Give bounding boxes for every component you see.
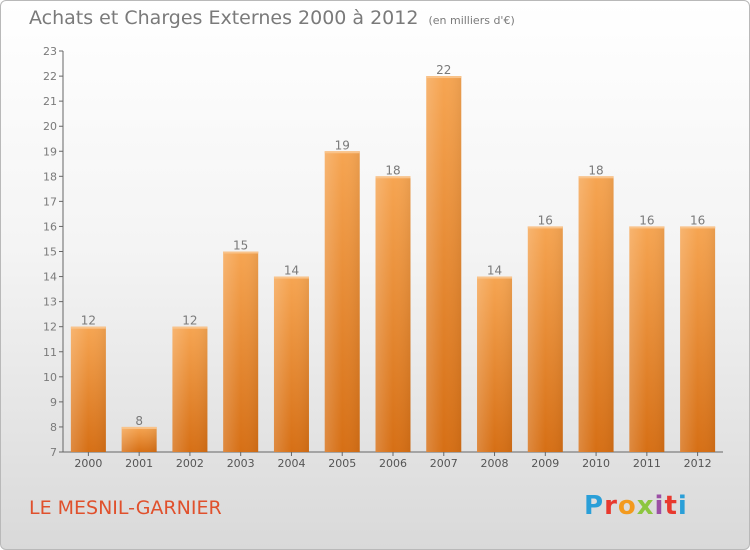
value-label: 15	[233, 239, 248, 253]
value-label: 19	[335, 138, 350, 152]
bar-shine	[477, 276, 513, 452]
bar-top-edge	[629, 226, 665, 229]
proxiti-logo: Proxiti	[584, 491, 688, 521]
x-tick-label: 2004	[277, 457, 305, 470]
bar-top-edge	[426, 76, 462, 79]
y-tick-label: 15	[43, 246, 57, 259]
x-tick-label: 2011	[633, 457, 661, 470]
y-tick-label: 22	[43, 70, 57, 83]
x-tick-label: 2005	[328, 457, 356, 470]
y-tick-label: 18	[43, 170, 57, 183]
value-label: 16	[639, 213, 654, 227]
chart-title: Achats et Charges Externes 2000 à 2012 (e…	[29, 7, 515, 29]
y-tick-label: 20	[43, 120, 57, 133]
chart-unit: (en milliers d'€)	[428, 14, 515, 27]
x-tick-label: 2001	[125, 457, 153, 470]
bar-top-edge	[375, 176, 411, 179]
value-label: 18	[385, 163, 400, 177]
bar-shine	[324, 151, 360, 452]
bar-top-edge	[477, 276, 513, 279]
value-label: 18	[588, 163, 603, 177]
x-tick-label: 2003	[227, 457, 255, 470]
value-label: 12	[81, 314, 96, 328]
y-tick-label: 10	[43, 371, 57, 384]
bar-shine	[680, 226, 716, 452]
bar-top-edge	[273, 276, 309, 279]
bar-top-edge	[527, 226, 563, 229]
y-tick-label: 19	[43, 145, 57, 158]
bar-shine	[121, 426, 157, 452]
y-tick-label: 17	[43, 195, 57, 208]
bar-shine	[70, 326, 106, 452]
x-tick-label: 2009	[531, 457, 559, 470]
x-tick-label: 2002	[176, 457, 204, 470]
x-tick-label: 2000	[74, 457, 102, 470]
bar-shine	[426, 76, 462, 452]
y-tick-label: 7	[50, 446, 57, 459]
location-label: LE MESNIL-GARNIER	[29, 497, 222, 519]
bar-top-edge	[578, 176, 614, 179]
bar-top-edge	[70, 326, 106, 329]
x-tick-label: 2006	[379, 457, 407, 470]
chart-title-text: Achats et Charges Externes 2000 à 2012	[29, 7, 419, 29]
y-tick-label: 21	[43, 95, 57, 108]
bar-top-edge	[172, 326, 208, 329]
bar-shine	[172, 326, 208, 452]
bar-top-edge	[324, 151, 360, 154]
value-label: 8	[135, 414, 143, 428]
bar-shine	[223, 251, 259, 452]
x-tick-label: 2012	[684, 457, 712, 470]
bar-top-edge	[680, 226, 716, 229]
value-label: 16	[538, 213, 553, 227]
bar-shine	[375, 176, 411, 452]
y-tick-label: 14	[43, 271, 57, 284]
y-tick-label: 13	[43, 296, 57, 309]
value-label: 14	[284, 264, 299, 278]
value-label: 14	[487, 264, 502, 278]
x-tick-label: 2010	[582, 457, 610, 470]
y-tick-label: 8	[50, 421, 57, 434]
bar-shine	[273, 276, 309, 452]
y-tick-label: 23	[43, 45, 57, 58]
y-tick-label: 12	[43, 321, 57, 334]
bar-top-edge	[121, 426, 157, 429]
y-tick-label: 11	[43, 346, 57, 359]
y-tick-label: 9	[50, 396, 57, 409]
x-tick-label: 2007	[430, 457, 458, 470]
bar-shine	[527, 226, 563, 452]
x-tick-label: 2008	[481, 457, 509, 470]
y-tick-label: 16	[43, 220, 57, 233]
value-label: 22	[436, 63, 451, 77]
value-label: 16	[690, 213, 705, 227]
value-label: 12	[182, 314, 197, 328]
bar-shine	[578, 176, 614, 452]
bar-shine	[629, 226, 665, 452]
bar-top-edge	[223, 251, 259, 254]
